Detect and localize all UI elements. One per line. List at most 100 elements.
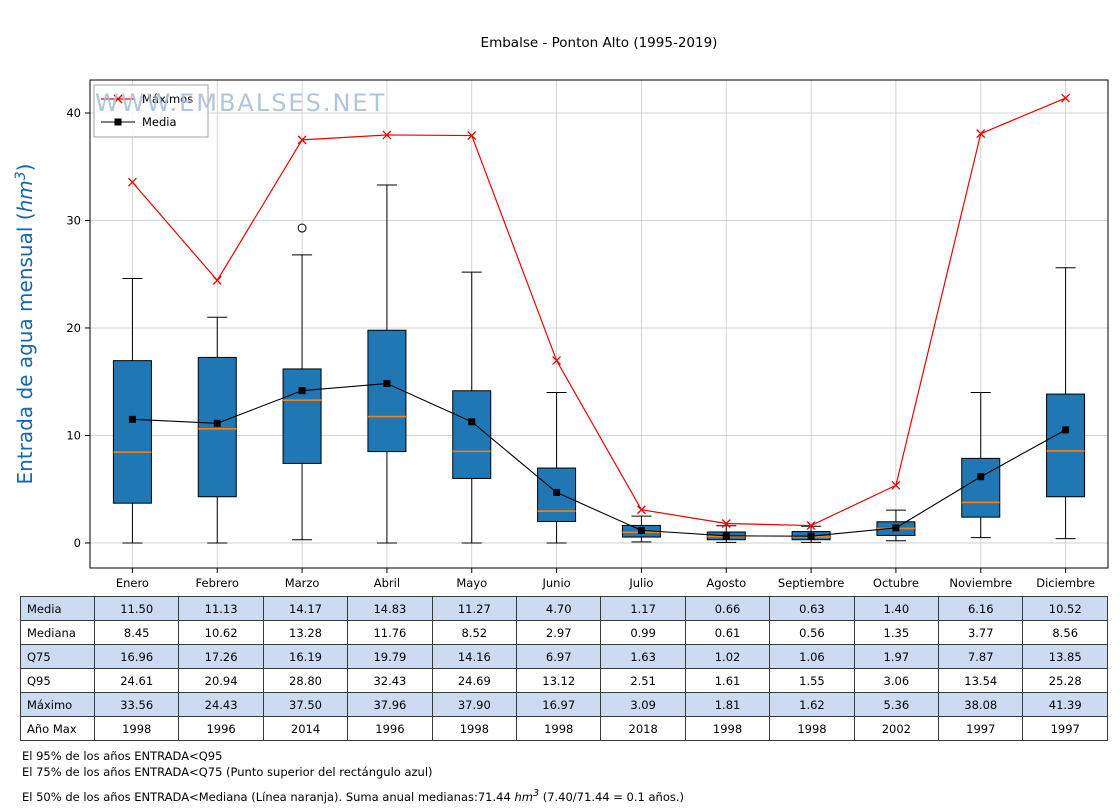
table-cell: 1.02 (684, 644, 771, 669)
box (197, 356, 237, 498)
table-cell: 1997 (938, 716, 1024, 741)
table-cell: 14.83 (347, 596, 433, 621)
maximos-x-marker (891, 480, 901, 490)
x-tick-label: Septiembre (778, 576, 845, 590)
legend-box (93, 84, 209, 138)
boxplot-chart: Embalse - Ponton Alto (1995-2019) 0 10 20 3… (13, 35, 1109, 590)
table-row: Mediana 8.45 10.62 13.28 11.76 8.52 2.97 0.99 0.… (20, 620, 1108, 645)
box (452, 390, 492, 479)
table-cell: 2014 (262, 716, 349, 741)
plot-frame (89, 79, 1109, 569)
table-cell: 1.06 (769, 644, 855, 669)
media-square-marker (1062, 426, 1070, 434)
table-cell: 16.96 (93, 644, 180, 669)
x-tick-label: Enero (116, 576, 149, 590)
maximos-x-marker (382, 130, 392, 140)
row-label: Q75 (20, 644, 95, 669)
y-tick-label: 30 (66, 213, 81, 227)
legend-maximos-label: Máximos (142, 92, 193, 106)
table-row: Q75 16.96 17.26 16.19 19.79 14.16 6.97 1.63 1.02… (20, 644, 1108, 669)
row-label: Mediana (20, 620, 95, 645)
y-tick-label: 0 (74, 536, 81, 550)
x-tick-label: Julio (628, 576, 653, 590)
table-cell: 32.43 (347, 668, 433, 693)
table-cell: 14.16 (431, 644, 518, 669)
media-square-marker (977, 473, 985, 481)
x-tick-label: Noviembre (949, 576, 1012, 590)
table-cell: 4.70 (516, 596, 602, 621)
y-tick-label: 20 (66, 321, 81, 335)
table-cell: 1998 (431, 716, 518, 741)
table-cell: 25.28 (1022, 668, 1108, 693)
table-cell: 28.80 (262, 668, 349, 693)
x-tick-label: Junio (541, 576, 570, 590)
maximos-x-marker (636, 505, 646, 515)
table-cell: 1997 (1022, 716, 1108, 741)
row-label: Q95 (20, 668, 95, 693)
table-cell: 16.97 (516, 692, 602, 717)
table-row: Año Max 1998 1996 2014 1996 1998 1998 2018 1998 1… (20, 716, 1108, 741)
y-axis-label: Entrada de agua mensual (hm3) (13, 164, 37, 485)
table-row: Q95 24.61 20.94 28.80 32.43 24.69 13.12 2.51 1.6… (20, 668, 1108, 693)
footnote-mediana: El 50% de los años ENTRADA<Mediana (Líne… (22, 788, 685, 804)
y-tick-label: 10 (66, 428, 81, 442)
legend: Máximos Media (93, 84, 209, 138)
x-tick-label: Mayo (456, 576, 487, 590)
table-cell: 5.36 (853, 692, 940, 717)
table-cell: 37.50 (262, 692, 349, 717)
table-cell: 1998 (516, 716, 602, 741)
media-square-marker (468, 418, 476, 426)
table-cell: 16.19 (262, 644, 349, 669)
x-tick-label: Agosto (706, 576, 746, 590)
maximos-line (131, 97, 1066, 527)
stats-table: Media 11.50 11.13 14.17 14.83 11.27 4.70 1.17 0.… (20, 596, 1108, 741)
table-cell: 2.51 (600, 668, 686, 693)
maximos-x-marker (552, 356, 562, 366)
x-tick-label: Febrero (196, 576, 239, 590)
media-line (132, 382, 1066, 537)
table-cell: 19.79 (347, 644, 433, 669)
box (1046, 393, 1086, 498)
table-cell: 1.40 (853, 596, 940, 621)
maximos-x-marker (212, 275, 222, 285)
media-square-marker (722, 532, 730, 540)
table-cell: 1.61 (684, 668, 771, 693)
table-row: Máximo 33.56 24.43 37.50 37.96 37.90 16.97 3.09… (20, 692, 1108, 717)
table-cell: 1.62 (769, 692, 855, 717)
table-cell: 7.87 (938, 644, 1024, 669)
box (282, 368, 322, 464)
footnotes: El 95% de los años ENTRADA<Q95 El 75% de… (22, 748, 1120, 805)
table-cell: 8.56 (1022, 620, 1108, 645)
table-cell: 2.97 (516, 620, 602, 645)
table-cell: 33.56 (93, 692, 180, 717)
table-cell: 0.66 (684, 596, 771, 621)
watermark: WWW.EMBALSES.NET (95, 89, 386, 117)
table-cell: 1998 (93, 716, 180, 741)
y-tick-label: 40 (66, 106, 81, 120)
table-cell: 24.61 (93, 668, 180, 693)
table-cell: 1.63 (600, 644, 686, 669)
table-cell: 1996 (178, 716, 264, 741)
table-cell: 14.17 (262, 596, 349, 621)
legend-media-square-icon (114, 118, 122, 126)
table-cell: 38.08 (938, 692, 1024, 717)
table-cell: 13.12 (516, 668, 602, 693)
media-square-marker (637, 526, 645, 534)
table-cell: 11.13 (178, 596, 264, 621)
media-square-marker (298, 387, 306, 395)
table-cell: 37.90 (431, 692, 518, 717)
table-cell: 1998 (684, 716, 771, 741)
table-cell: 13.28 (262, 620, 349, 645)
table-cell: 1.81 (684, 692, 771, 717)
x-tick-label: Marzo (285, 576, 320, 590)
table-cell: 10.52 (1022, 596, 1108, 621)
x-tick-label: Octubre (873, 576, 919, 590)
media-square-marker (892, 524, 900, 532)
table-cell: 10.62 (178, 620, 264, 645)
media-square-marker (807, 532, 815, 540)
maximos-x-marker (127, 177, 137, 187)
table-cell: 11.76 (347, 620, 433, 645)
table-cell: 0.99 (600, 620, 686, 645)
outlier-marker (297, 223, 307, 233)
